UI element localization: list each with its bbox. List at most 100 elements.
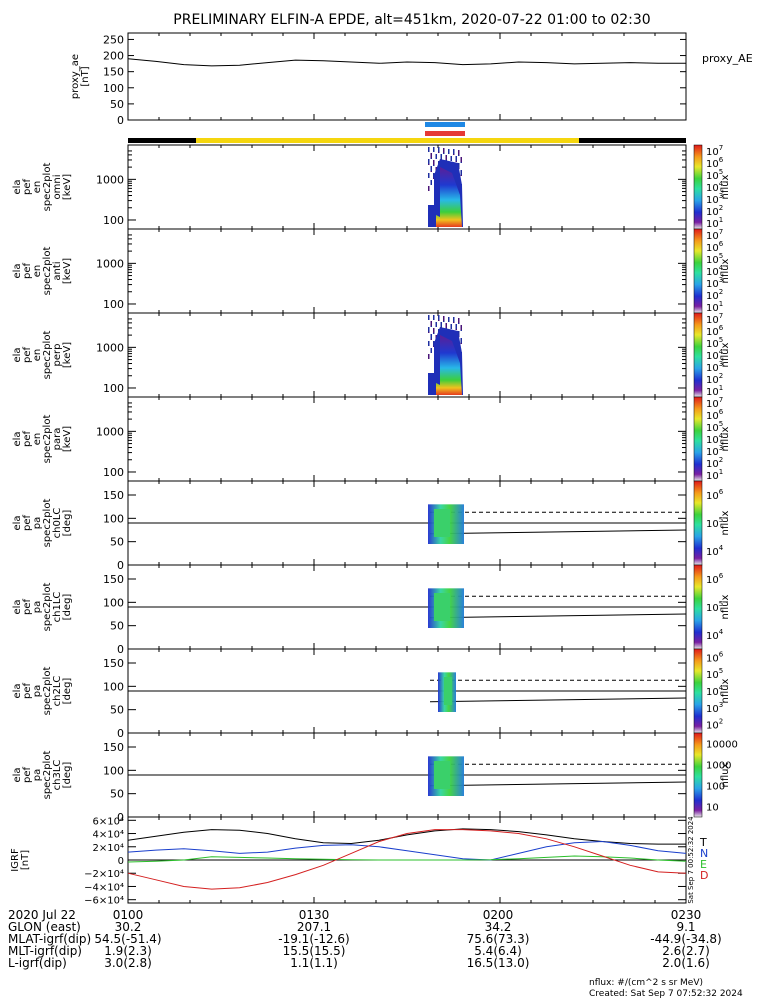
ylabel-line: ela [12,263,23,278]
bottom-row-value: -44.9(-34.8) [650,932,721,946]
creation-side-stamp: Sat Sep 7 00:52:32 2024 [687,816,695,904]
plot-title: PRELIMINARY ELFIN-A EPDE, alt=451km, 202… [173,12,650,28]
spectrogram-pixel [430,334,432,339]
bottom-row-label: GLON (east) [8,920,81,934]
bottom-row-label: L-igrf(dip) [8,956,67,970]
ylabel-line: pa [32,685,43,697]
spectrogram-pixel [453,317,455,322]
ylabel-line: para [52,428,63,451]
spectrogram-pixel [458,150,460,155]
ylabel-line: spec2plot [42,163,53,212]
y-tick-label: 50 [110,536,124,549]
colorbar-tick-label: 106 [706,488,724,502]
ylabel-line: proxy_ae [70,54,81,99]
spectrogram-pixel [460,325,462,330]
spectrogram-colorbar [693,228,703,314]
igrf-legend-label: N [700,847,708,860]
ylabel-line: [deg] [62,762,73,789]
colorbar-tick-label: 1000 [706,761,731,772]
ylabel-line: [keV] [62,426,73,452]
igrf-legend-label: D [700,869,708,882]
bottom-row-value: 75.6(73.3) [467,932,530,946]
spectrogram-pixel [433,147,435,152]
y-tick-label: −4×10⁴ [84,882,124,893]
colorbar-tick-label: 104 [706,628,724,642]
spectrogram-pixel [458,163,460,168]
y-tick-label: 50 [110,98,124,111]
y-tick-label: 100 [103,466,124,479]
proxy-ae-frame [127,32,687,121]
spectrogram-pixel [448,149,450,154]
igrf-series-line [127,840,687,861]
spectrogram-colorbar [693,396,703,482]
proxy-ae-ylabel: proxy_ae [nT] [70,54,91,99]
spectrogram-pixel [458,318,460,323]
spectrogram-pixel [440,154,442,159]
ylabel-line: ch3LC [52,760,63,791]
spectrogram-pixel [458,331,460,336]
spectrogram-frame [127,312,687,398]
spectrogram-pixel [435,154,437,159]
pitch-angle-flux-core [434,593,451,621]
ylabel-line: pef [22,683,33,700]
spectrogram-pixel [428,354,430,359]
colorbar-tick-label: 100 [706,782,725,793]
y-tick-label: 100 [103,214,124,227]
ylabel-line: ela [12,347,23,362]
ylabel-line: ch1LC [52,592,63,623]
ylabel-line: spec2plot [42,415,53,464]
bottom-row-value: 16.5(13.0) [467,956,530,970]
y-tick-label: 6×10⁴ [93,816,124,827]
spectrogram-pixel [430,348,432,353]
spectrogram-pixel [445,155,447,160]
orbit-bar-day [196,138,579,143]
ylabel-line: [keV] [62,342,73,368]
y-tick-label: 200 [103,50,124,63]
spectrogram-flux-core [436,335,462,395]
ylabel-line: pef [22,515,33,532]
igrf-legend-label: E [700,858,707,871]
spectrogram-pixel [455,156,457,161]
y-tick-label: 150 [103,489,124,502]
ylabel-line: spec2plot [42,499,53,548]
bottom-row-value: 1.1(1.1) [290,956,338,970]
ylabel-line: spec2plot [42,247,53,296]
bottom-row-value: 5.4(6.4) [474,944,522,958]
y-tick-label: −2×10⁴ [84,869,124,880]
ylabel-line: ela [12,599,23,614]
colorbar-tick-label: 106 [706,572,724,586]
bottom-row-value: 34.2 [485,920,512,934]
ylabel-line: pa [32,769,43,781]
igrf-series-line [127,829,687,890]
bottom-row-value: 2.0(1.6) [662,956,710,970]
y-tick-label: 0 [117,559,124,572]
y-tick-label: 100 [103,382,124,395]
y-tick-label: 100 [103,512,124,525]
bottom-row-label: 2020 Jul 22 [8,908,76,922]
y-tick-label: 100 [103,82,124,95]
pitch-angle-ylabel: ela pef pa spec2plot ch2LC [deg] [12,667,73,716]
pitch-angle-colorbar [693,564,703,650]
ylabel-line: spec2plot [42,751,53,800]
spectrogram-pixel [428,315,430,320]
y-tick-label: 150 [103,741,124,754]
pitch-angle-flux-core [434,509,451,537]
bottom-row-value: 0100 [113,908,144,922]
spectrogram-pixel [450,324,452,329]
colorbar-label: nflux [720,762,731,787]
anti-loss-cone-line [429,613,687,619]
spectrogram-pixel [438,147,440,152]
ylabel-line: en [32,181,43,194]
bottom-row-label: MLAT-igrf(dip) [8,932,91,946]
spectrogram-pixel [443,316,445,321]
ylabel-line: IGRF [10,848,21,872]
bottom-row-value: 3.0(2.8) [104,956,152,970]
y-tick-label: 100 [103,680,124,693]
bottom-row-value: 30.2 [115,920,142,934]
spectrogram-colorbar [693,144,703,230]
colorbar-label: nflux [720,258,731,283]
spectrogram-pixel [438,315,440,320]
ylabel-line: en [32,265,43,278]
igrf-series-line [127,855,687,863]
